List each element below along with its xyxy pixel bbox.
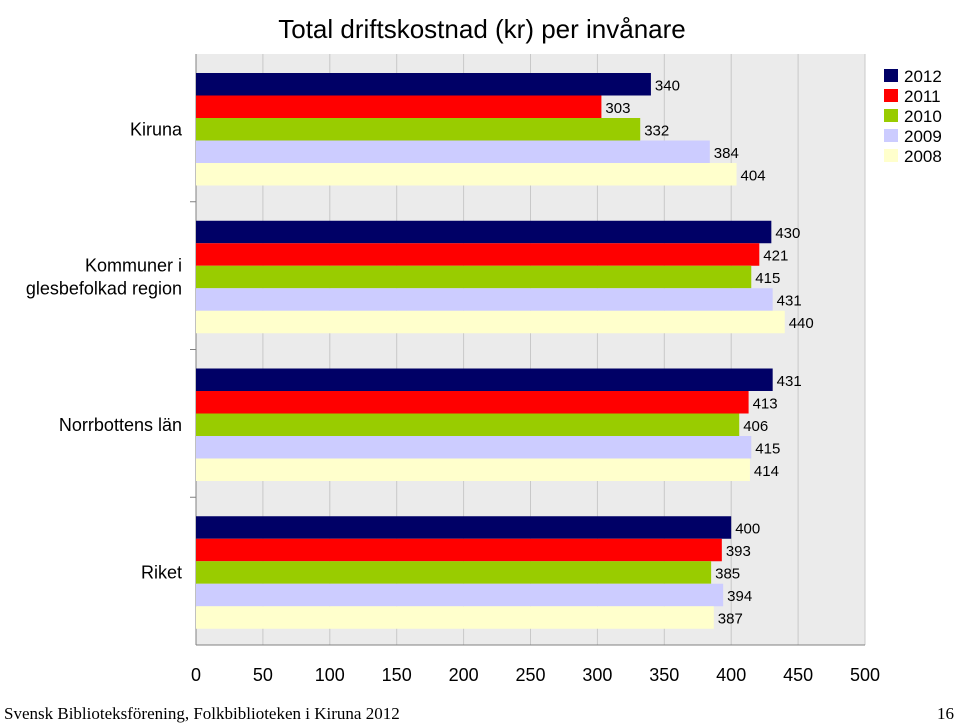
bar-kommuner-i-glesbefolkad-region-2010 [196,265,752,289]
data-label: 431 [777,373,802,390]
legend-label-2012: 2012 [904,67,942,86]
chart: Total driftskostnad (kr) per invånare 0 5… [26,14,942,685]
data-label: 421 [763,248,788,265]
x-tick-label: 250 [515,665,545,685]
data-label: 404 [741,167,766,184]
bar-kiruna-2008 [196,163,737,186]
category-label: Norrbottens län [59,415,182,435]
x-tick-label: 0 [191,665,201,685]
plot-area: 0 50 100 150 200 250 300 350 400 450 500 340 303 332 3… [26,54,880,685]
bar-norrbottens-l-n-2012 [196,368,773,391]
category-label-riket: Riket [141,563,182,583]
category-label: Riket [141,563,182,583]
data-label: 332 [644,122,669,139]
bar-kommuner-i-glesbefolkad-region-2011 [196,243,760,266]
bar-kiruna-2012 [196,73,651,96]
data-label: 413 [753,395,778,412]
x-tick-label: 350 [649,665,679,685]
legend-label-2011: 2011 [904,87,941,106]
x-tick-label: 400 [716,665,746,685]
bar-kiruna-2010 [196,118,641,141]
legend-label-2008: 2008 [904,147,942,166]
x-tick-label: 100 [315,665,345,685]
legend-swatch-2009 [884,129,898,142]
bar-riket-2012 [196,516,732,539]
bar-norrbottens-l-n-2008 [196,458,750,481]
data-label: 384 [714,145,739,162]
bar-riket-2009 [196,583,724,607]
x-tick-label: 300 [582,665,612,685]
bar-kommuner-i-glesbefolkad-region-2008 [196,310,785,334]
bar-kommuner-i-glesbefolkad-region-2012 [196,220,772,244]
data-label: 440 [789,315,814,332]
category-label: glesbefolkad region [26,279,182,299]
legend-swatch-2011 [884,89,898,102]
data-label: 415 [755,270,780,287]
legend-swatch-2012 [884,69,898,82]
footer: Svensk Biblioteksförening, Folkbibliotek… [0,703,960,725]
bar-riket-2011 [196,538,722,562]
bar-kommuner-i-glesbefolkad-region-2009 [196,288,773,311]
footer-source: Svensk Biblioteksförening, Folkbibliotek… [4,704,400,723]
x-tick-label: 150 [382,665,412,685]
data-label: 394 [727,588,752,605]
page-number: 16 [937,704,954,723]
data-label: 340 [655,77,680,94]
x-tick-label: 200 [449,665,479,685]
data-label: 303 [605,100,630,117]
legend-swatch-2008 [884,149,898,162]
data-label: 431 [777,293,802,310]
data-label: 406 [743,418,768,435]
data-label: 387 [718,611,743,628]
legend-swatch-2010 [884,109,898,122]
data-label: 400 [735,521,760,538]
bar-riket-2008 [196,606,714,629]
category-label-norrbottens-l-n: Norrbottens län [59,415,182,435]
x-tick-label: 50 [253,665,273,685]
data-label: 430 [775,225,800,242]
bar-norrbottens-l-n-2009 [196,436,752,459]
bar-riket-2010 [196,561,712,584]
category-label: Kommuner i [85,256,182,276]
data-label: 414 [754,463,779,480]
legend-label-2009: 2009 [904,127,942,146]
bar-norrbottens-l-n-2011 [196,391,749,414]
bar-kiruna-2011 [196,95,602,118]
chart-title: Total driftskostnad (kr) per invånare [278,14,686,44]
data-label: 385 [715,566,740,583]
data-label: 393 [726,543,751,560]
legend-label-2010: 2010 [904,107,942,126]
bar-kiruna-2009 [196,140,710,163]
category-label-kiruna: Kiruna [130,119,183,139]
x-tick-label: 500 [850,665,880,685]
category-label-kommuner-i-glesbefolkad-region: Kommuner i glesbefolkad region [26,256,182,299]
x-tick-label: 450 [783,665,813,685]
category-label: Kiruna [130,119,183,139]
bar-norrbottens-l-n-2010 [196,413,740,436]
data-label: 415 [755,440,780,457]
